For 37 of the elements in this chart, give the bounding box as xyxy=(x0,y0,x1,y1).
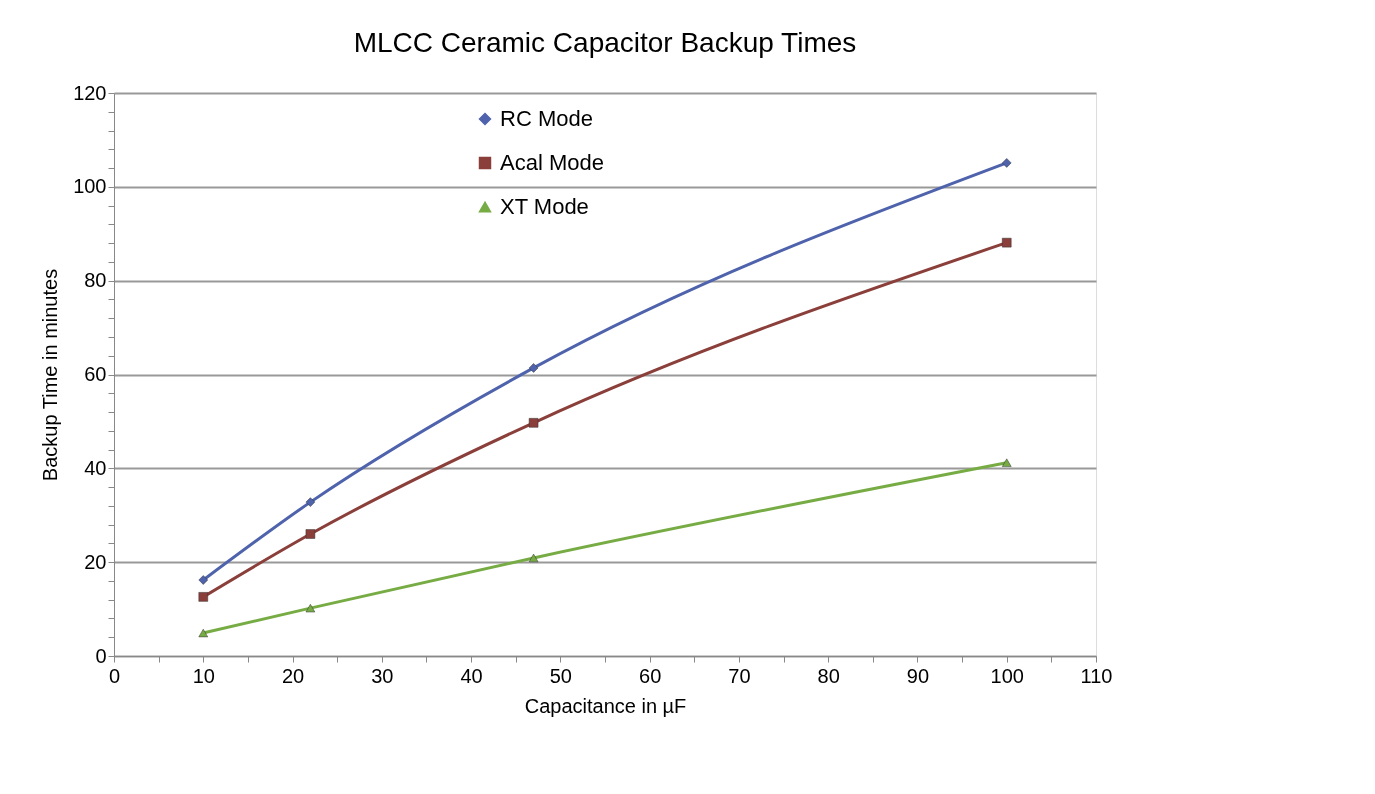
x-tick-label: 60 xyxy=(639,664,662,687)
x-tick-label: 110 xyxy=(1080,664,1113,687)
x-axis-title: Capacitance in µF xyxy=(524,694,687,717)
y-tick-label: 0 xyxy=(95,644,107,667)
y-tick-label: 100 xyxy=(73,175,107,198)
legend-label: XT Mode xyxy=(500,194,589,219)
x-tick-label: 90 xyxy=(906,664,930,687)
point xyxy=(198,575,208,585)
legend-label: Acal Mode xyxy=(500,150,604,175)
y-tick-label: 40 xyxy=(84,456,107,479)
x-tick-label: 20 xyxy=(281,664,305,687)
y-tick-label: 60 xyxy=(84,363,107,385)
point xyxy=(1002,237,1012,248)
x-tick-label: 100 xyxy=(990,664,1024,687)
point xyxy=(305,604,316,613)
point xyxy=(528,553,539,563)
x-tick-label: 70 xyxy=(728,664,751,687)
legend-label: RC Mode xyxy=(500,106,593,131)
y-tick-label: 20 xyxy=(84,550,107,573)
point xyxy=(1002,158,1012,168)
x-tick-label: 30 xyxy=(371,664,394,687)
y-axis-title: Backup Time in minutes xyxy=(39,268,62,482)
x-tick-label: 50 xyxy=(549,664,572,687)
y-tick-label: 120 xyxy=(73,81,107,104)
x-tick-label: 80 xyxy=(817,664,840,687)
point xyxy=(198,592,208,602)
chart-title: MLCC Ceramic Capacitor Backup Times xyxy=(353,27,857,58)
x-tick-label: 10 xyxy=(192,664,215,687)
x-tick-label: 40 xyxy=(460,664,483,687)
point xyxy=(305,529,316,539)
y-tick-label: 80 xyxy=(84,269,107,292)
point xyxy=(528,418,539,428)
point xyxy=(1002,458,1012,467)
point xyxy=(305,497,316,507)
x-tick-label: 0 xyxy=(108,664,121,687)
point xyxy=(198,628,208,638)
point xyxy=(528,363,539,373)
